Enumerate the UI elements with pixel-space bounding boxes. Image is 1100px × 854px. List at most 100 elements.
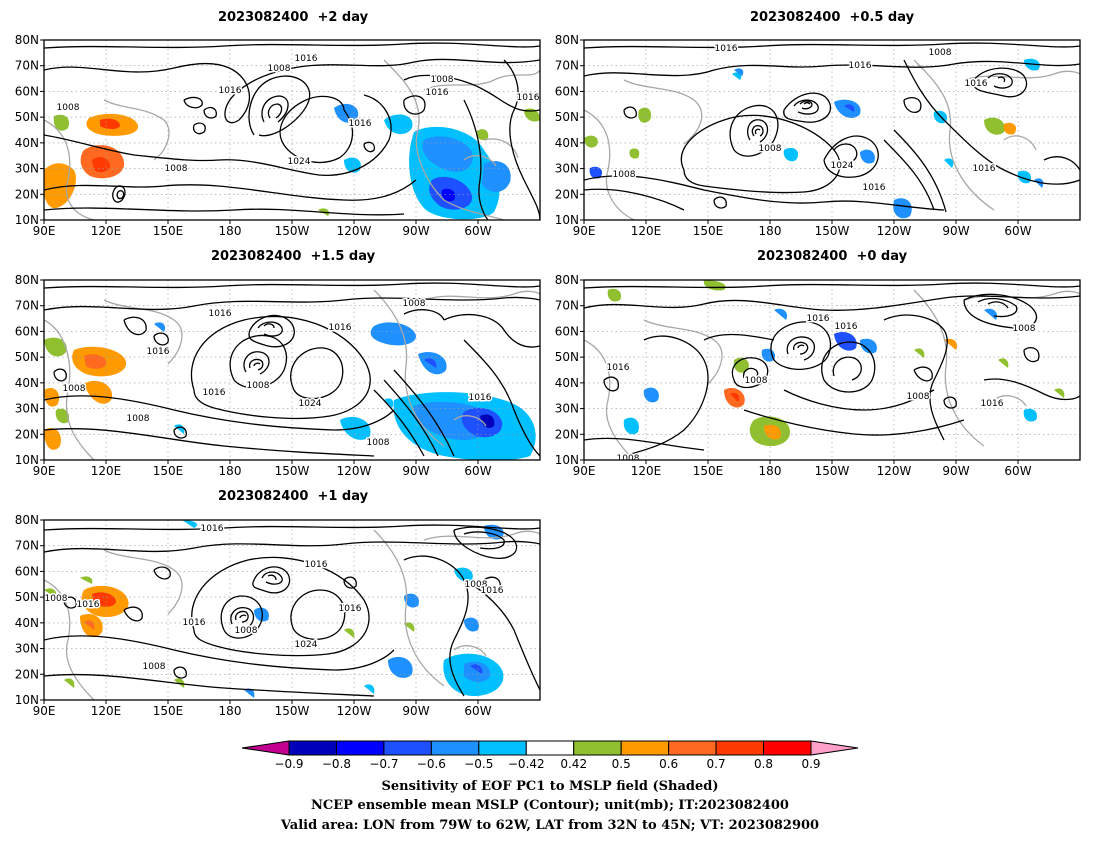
lat-tick-label: 80N bbox=[15, 273, 39, 287]
colorbar-tick-label: −0.6 bbox=[417, 757, 446, 771]
colorbar-arrow-high bbox=[810, 740, 859, 756]
contour-labels: 1016 1008 1016 1008 1016 1016 1008 1024 … bbox=[55, 53, 540, 176]
mslp-contours bbox=[584, 282, 1080, 457]
panel-title-plus-2-day: 2023082400 +2 day bbox=[218, 10, 369, 25]
lat-tick-label: 30N bbox=[555, 402, 579, 416]
grid-lines bbox=[44, 40, 540, 220]
contour-label: 1016 bbox=[807, 314, 830, 324]
contour-label: 1008 bbox=[907, 392, 930, 402]
contour-label: 1008 bbox=[143, 662, 166, 672]
lat-tick-label: 50N bbox=[15, 590, 39, 604]
lat-tick-label: 30N bbox=[15, 642, 39, 656]
colorbar-tick-label: 0.42 bbox=[560, 757, 587, 771]
sensitivity-shading bbox=[584, 58, 1044, 219]
lat-tick-label: 40N bbox=[15, 376, 39, 390]
contour-label: 1024 bbox=[295, 640, 318, 650]
lat-tick-label: 40N bbox=[555, 376, 579, 390]
mslp-contours bbox=[44, 282, 540, 457]
axis-labels: 90E 120E 150E 180 150W 120W 90W 60W 80N 70N 60N 50N… bbox=[15, 513, 492, 718]
map-panel-plus-1-day: 1016 1016 1008 1016 1016 1008 1024 1008 … bbox=[15, 513, 541, 718]
contour-labels: 1016 1016 1016 1008 1008 1008 1016 1008 bbox=[605, 313, 1037, 464]
lon-tick-label: 150E bbox=[153, 224, 184, 238]
lon-tick-label: 150W bbox=[275, 704, 310, 718]
grid-lines bbox=[584, 280, 1080, 460]
map-panel-plus-0-day: 1016 1016 1016 1008 1008 1008 1016 1008 … bbox=[555, 273, 1081, 478]
contour-labels: 1016 1008 1016 1016 1008 1024 1016 1008 … bbox=[611, 43, 997, 195]
lon-tick-label: 60W bbox=[1004, 464, 1031, 478]
contour-label: 1008 bbox=[367, 438, 390, 448]
contour-label: 1008 bbox=[617, 454, 640, 464]
colorbar-tick-label: 0.8 bbox=[754, 757, 773, 771]
colorbar-swatch bbox=[620, 740, 670, 756]
lat-tick-label: 70N bbox=[15, 539, 39, 553]
lat-tick-label: 60N bbox=[555, 324, 579, 338]
contour-label: 1008 bbox=[759, 144, 782, 154]
lon-tick-label: 90W bbox=[402, 464, 429, 478]
lat-tick-label: 10N bbox=[555, 213, 579, 227]
contour-label: 1016 bbox=[349, 119, 372, 129]
lon-tick-label: 120W bbox=[337, 704, 372, 718]
lat-tick-label: 30N bbox=[15, 402, 39, 416]
colorbar-swatch bbox=[288, 740, 337, 756]
contour-label: 1008 bbox=[45, 594, 68, 604]
lon-tick-label: 150E bbox=[693, 464, 724, 478]
axis-labels: 90E 120E 150E 180 150W 120W 90W 60W 80N 70N 60N 50N… bbox=[555, 33, 1032, 238]
lon-tick-label: 150E bbox=[153, 464, 184, 478]
lon-tick-label: 150E bbox=[693, 224, 724, 238]
lat-tick-label: 20N bbox=[15, 187, 39, 201]
lat-tick-label: 70N bbox=[15, 59, 39, 73]
colorbar-tick-label: −0.7 bbox=[369, 757, 398, 771]
lon-tick-label: 180 bbox=[759, 224, 782, 238]
colorbar-swatch bbox=[763, 740, 812, 756]
lat-tick-label: 40N bbox=[555, 136, 579, 150]
colorbar-tick-label: −0.8 bbox=[322, 757, 351, 771]
contour-label: 1008 bbox=[403, 299, 426, 309]
map-panel-plus-1-5-day: 1016 1016 1016 1008 1016 1008 1024 1008 … bbox=[15, 273, 541, 478]
contour-label: 1016 bbox=[517, 93, 540, 103]
lon-tick-label: 180 bbox=[759, 464, 782, 478]
contour-label: 1016 bbox=[201, 524, 224, 534]
lon-tick-label: 150W bbox=[815, 224, 850, 238]
colorbar-tick-label: −0.5 bbox=[464, 757, 493, 771]
coastlines bbox=[44, 529, 540, 700]
contour-label: 1016 bbox=[849, 61, 872, 71]
contour-label: 1016 bbox=[835, 322, 858, 332]
lon-tick-label: 120E bbox=[91, 704, 122, 718]
lon-tick-label: 150W bbox=[275, 464, 310, 478]
lat-tick-label: 80N bbox=[15, 513, 39, 527]
lon-tick-label: 120E bbox=[631, 224, 662, 238]
map-panel-plus-0-5-day: 1016 1008 1016 1016 1008 1024 1016 1008 … bbox=[555, 33, 1081, 238]
contour-label: 1024 bbox=[831, 161, 854, 171]
colorbar-swatch bbox=[715, 740, 765, 756]
contour-label: 1024 bbox=[299, 399, 322, 409]
lat-tick-label: 70N bbox=[15, 299, 39, 313]
contour-labels: 1016 1016 1016 1008 1016 1008 1024 1008 … bbox=[61, 298, 493, 450]
lat-tick-label: 60N bbox=[15, 564, 39, 578]
map-panel-plus-2-day: 1016 1008 1016 1008 1016 1016 1008 1024 … bbox=[15, 33, 541, 238]
lat-tick-label: 20N bbox=[15, 667, 39, 681]
lat-tick-label: 40N bbox=[15, 136, 39, 150]
lat-tick-label: 20N bbox=[555, 427, 579, 441]
contour-label: 1008 bbox=[63, 384, 86, 394]
lon-tick-label: 60W bbox=[1004, 224, 1031, 238]
contour-label: 1008 bbox=[929, 48, 952, 58]
contour-label: 1016 bbox=[329, 323, 352, 333]
contour-label: 1008 bbox=[247, 381, 270, 391]
contour-label: 1016 bbox=[77, 600, 100, 610]
contour-label: 1008 bbox=[268, 64, 291, 74]
lat-tick-label: 70N bbox=[555, 299, 579, 313]
caption: Sensitivity of EOF PC1 to MSLP field (Sh… bbox=[280, 779, 819, 833]
contour-label: 1008 bbox=[745, 376, 768, 386]
contour-label: 1016 bbox=[147, 347, 170, 357]
colorbar-tick-label: 0.7 bbox=[707, 757, 726, 771]
contour-label: 1016 bbox=[426, 88, 449, 98]
contour-label: 1008 bbox=[235, 626, 258, 636]
colorbar-swatch bbox=[430, 740, 480, 756]
contour-label: 1016 bbox=[295, 54, 318, 64]
lon-tick-label: 180 bbox=[219, 704, 242, 718]
panel-title-plus-1-5-day: 2023082400 +1.5 day bbox=[211, 249, 376, 264]
colorbar-swatch bbox=[383, 740, 432, 756]
lon-tick-label: 150W bbox=[275, 224, 310, 238]
lat-tick-label: 70N bbox=[555, 59, 579, 73]
panel-title-plus-0-day: 2023082400 +0 day bbox=[757, 249, 908, 264]
